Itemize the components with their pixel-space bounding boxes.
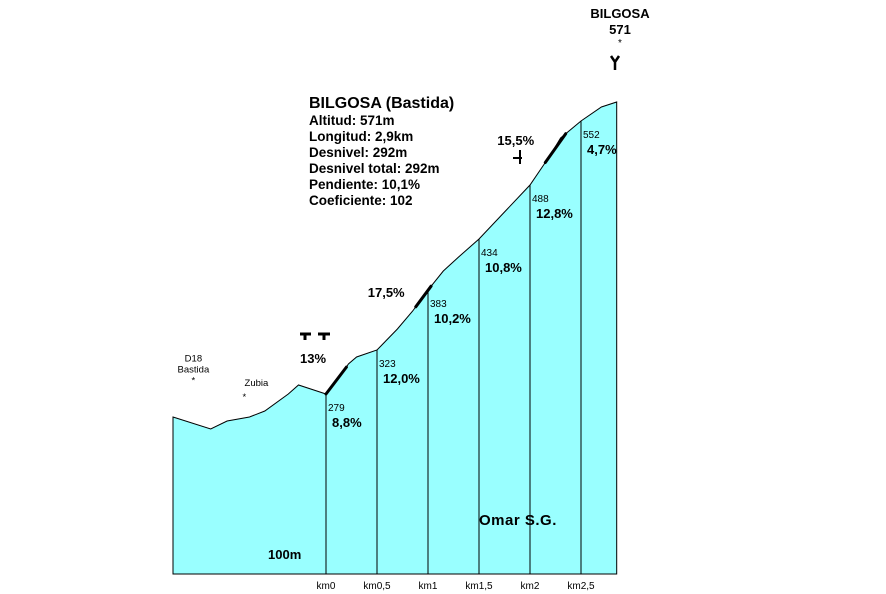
segment-gradient: 4,7% [587,142,617,157]
segment-start-altitude: 323 [379,359,396,370]
steep-ramp-line [543,132,568,164]
summit-star-icon: * [618,38,622,49]
x-tick-label: km1,5 [465,581,493,592]
info-line: Altitud: 571m [309,113,395,128]
steep-ramp-label: 13% [300,351,326,366]
segment-start-altitude: 434 [481,248,498,259]
segment-gradient: 10,8% [485,260,522,275]
steep-ramp-label: 15,5% [497,133,534,148]
x-tick-label: km1 [419,581,438,592]
author-credit: Omar S.G. [479,512,557,529]
info-line: Desnivel total: 292m [309,161,440,176]
segment-gradient: 10,2% [434,311,471,326]
summit-altitude: 571 [609,22,631,37]
place-label: D18 [185,353,202,364]
info-line: Longitud: 2,9km [309,129,413,144]
info-line: Pendiente: 10,1% [309,177,420,192]
road-sign-icon [513,150,522,164]
scale-label: 100m [268,547,301,562]
junction-sign-icon [300,332,330,340]
place-star-icon: * [192,375,196,386]
steep-ramp-line [414,284,433,309]
steep-ramp-label: 17,5% [368,285,405,300]
segment-start-altitude: 488 [532,194,549,205]
segment-start-altitude: 552 [583,130,600,141]
segment-start-altitude: 279 [328,403,345,414]
info-line: Coeficiente: 102 [309,193,413,208]
info-line: Desnivel: 292m [309,145,407,160]
steep-ramps [324,132,568,396]
place-label: Bastida [178,364,210,375]
x-tick-label: km0 [317,581,336,592]
place-star-icon: * [243,392,247,403]
km-dividers [325,121,582,574]
segment-gradient: 8,8% [332,415,362,430]
place-label: Zubia [245,378,269,389]
pass-sign-icon [609,55,621,70]
steep-ramp-line [324,365,348,396]
x-tick-label: km2,5 [567,581,595,592]
x-tick-label: km2 [521,581,540,592]
x-tick-label: km0,5 [363,581,391,592]
chart-title: BILGOSA (Bastida) [309,95,454,112]
segment-gradient: 12,8% [536,206,573,221]
summit-name: BILGOSA [590,6,650,21]
segment-start-altitude: 383 [430,299,447,310]
segment-gradient: 12,0% [383,371,420,386]
